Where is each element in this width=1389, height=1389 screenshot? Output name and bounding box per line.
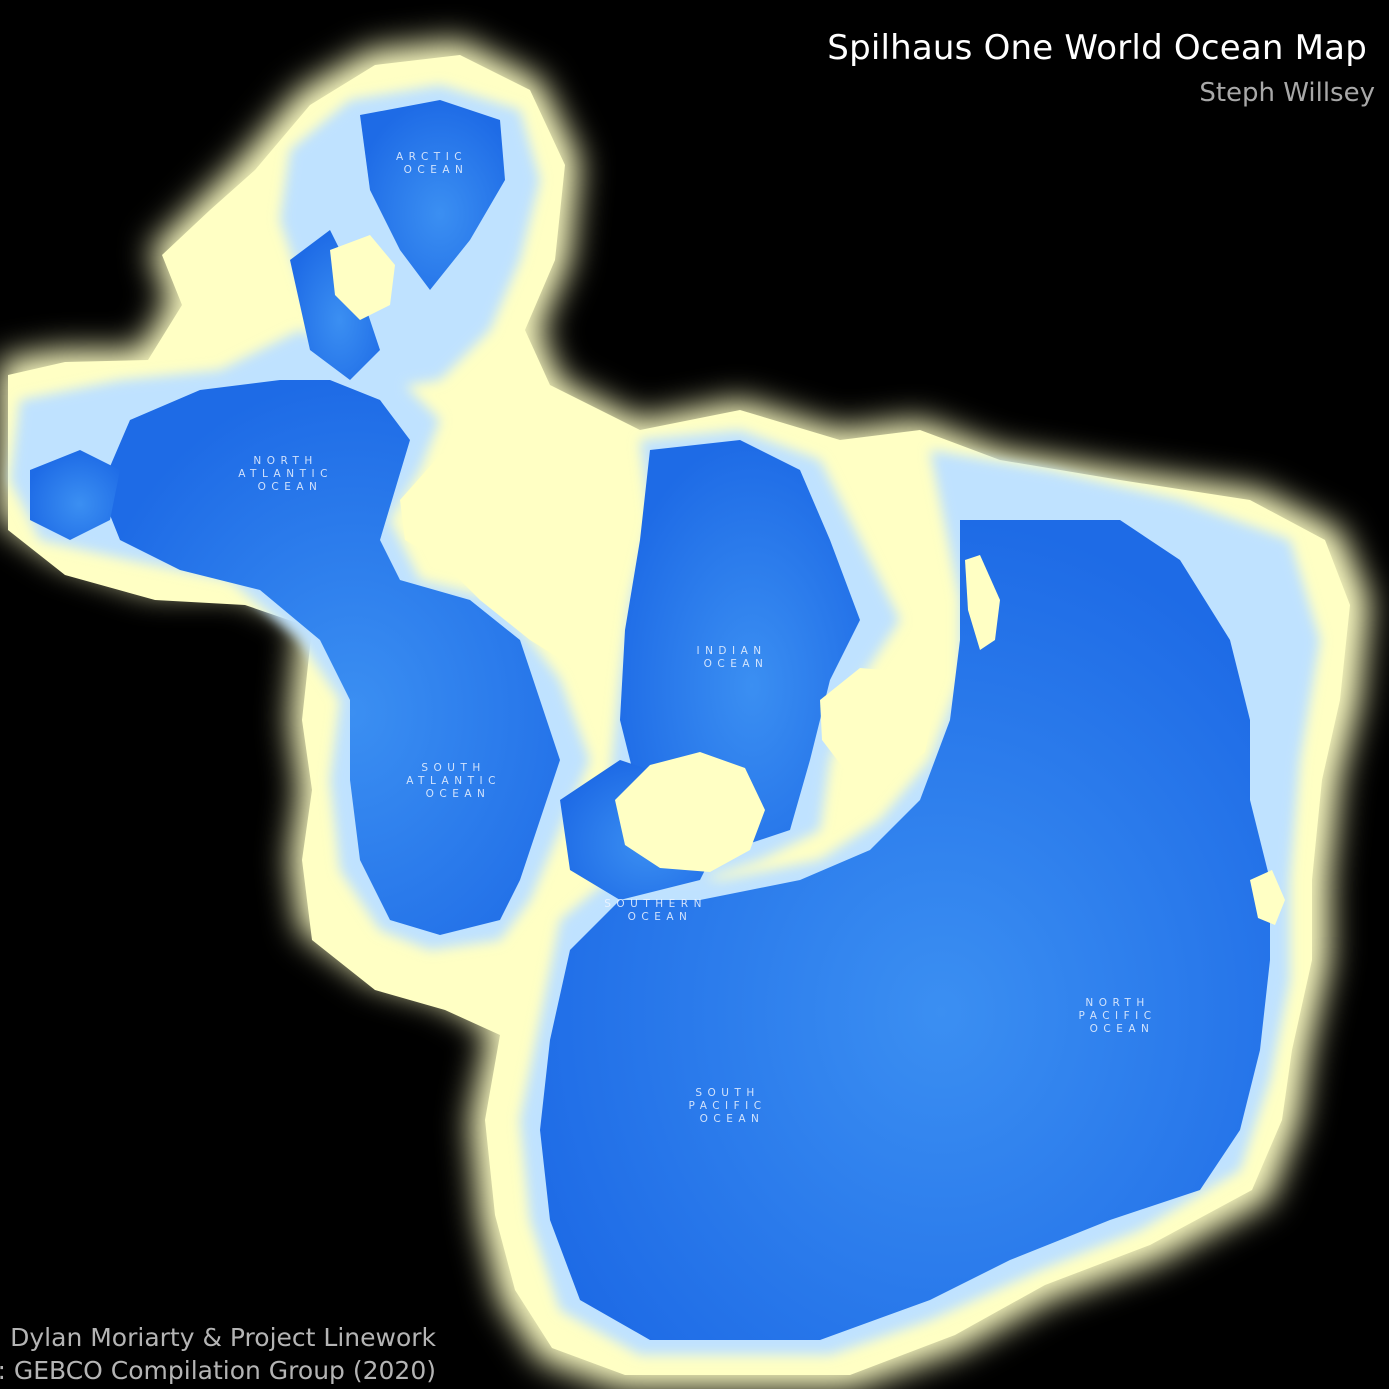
japan-arc [965,555,1000,650]
greenland [330,235,395,320]
map-title: Spilhaus One World Ocean Map [827,28,1367,68]
label-north-pacific-ocean: NORTH PACIFIC OCEAN [1079,997,1166,1035]
ocean-caribbean [30,450,120,540]
ocean-greenland-channel [290,230,380,380]
credit-line-1: as: Dylan Moriarty & Project Linework [0,1323,436,1352]
label-north-atlantic-ocean: NORTH ATLANTIC OCEAN [238,455,342,493]
label-southern-ocean: SOUTHERN OCEAN [604,898,716,923]
map-author: Steph Willsey [1199,78,1375,108]
ocean-pacific [540,520,1270,1340]
ocean-indian [620,440,860,850]
label-arctic-ocean: ARCTIC OCEAN [396,151,476,176]
credit-line-2: try: GEBCO Compilation Group (2020) [0,1356,436,1385]
ocean-labels: ARCTIC OCEAN NORTH ATLANTIC OCEAN INDIAN… [238,151,1166,1125]
ocean-north-atlantic [100,380,560,935]
antarctica [615,752,765,872]
new-zealand [1250,870,1285,925]
australia [820,668,935,780]
label-south-pacific-ocean: SOUTH PACIFIC OCEAN [689,1087,776,1125]
africa [400,440,620,665]
continents [330,235,1285,925]
ocean-arctic [360,100,505,290]
label-south-atlantic-ocean: SOUTH ATLANTIC OCEAN [406,762,510,800]
label-indian-ocean: INDIAN OCEAN [696,645,775,670]
